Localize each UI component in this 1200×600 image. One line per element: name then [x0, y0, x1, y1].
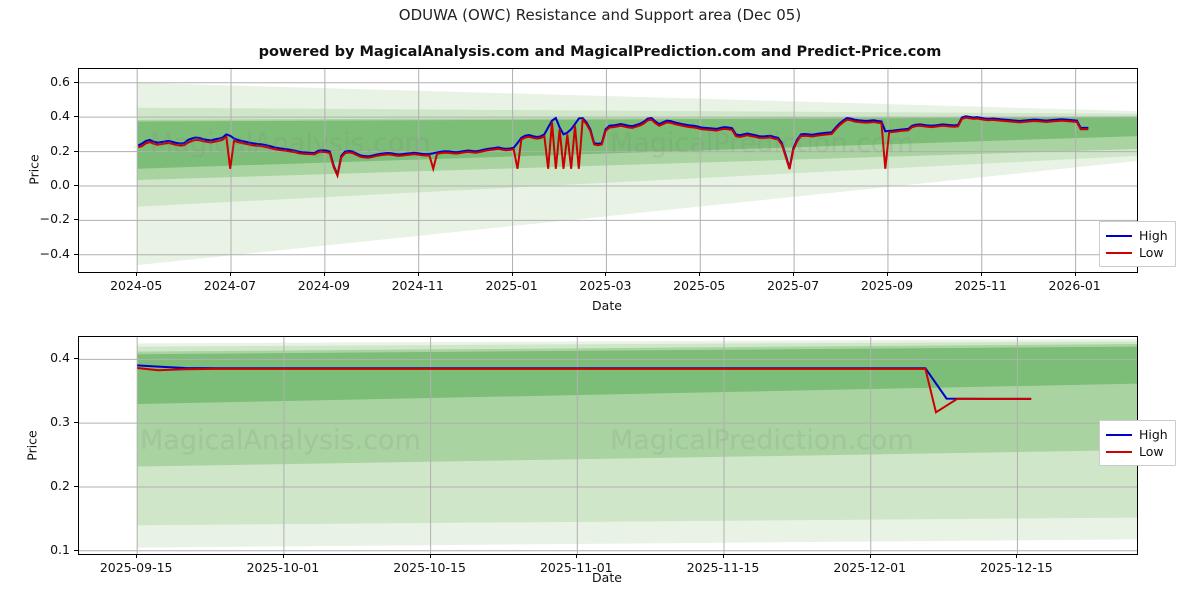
y-tick-mark — [74, 81, 78, 83]
y-tick-mark — [74, 150, 78, 152]
x-tick-mark — [886, 272, 888, 276]
legend-label-low: Low — [1139, 245, 1164, 260]
y-tick-label: −0.2 — [39, 211, 70, 227]
legend-entry-low: Low — [1106, 443, 1168, 460]
y-tick-mark — [74, 422, 78, 424]
page-subtitle: powered by MagicalAnalysis.com and Magic… — [258, 44, 942, 60]
y-tick-label: 0.6 — [50, 73, 70, 89]
y-tick-label: 0.4 — [50, 350, 70, 366]
y-tick-mark — [74, 485, 78, 487]
top-plot-area — [78, 68, 1138, 273]
page-title: ODUWA (OWC) Resistance and Support area … — [398, 6, 802, 24]
legend-label-low: Low — [1139, 444, 1164, 459]
legend-entry-low: Low — [1106, 244, 1168, 261]
x-tick-mark — [793, 272, 795, 276]
y-tick-mark — [74, 253, 78, 255]
x-tick-label: 2024-09 — [297, 278, 350, 293]
band-core — [137, 346, 1137, 405]
x-tick-mark — [1074, 272, 1076, 276]
x-tick-mark — [282, 554, 284, 558]
x-tick-label: 2025-10-01 — [246, 560, 320, 575]
series-line-low — [137, 366, 1032, 414]
y-tick-label: 0.3 — [50, 414, 70, 430]
legend-label-high: High — [1139, 228, 1168, 243]
y-tick-mark — [74, 116, 78, 118]
legend-label-high: High — [1139, 427, 1168, 442]
x-tick-label: 2025-01 — [485, 278, 538, 293]
bottom-chart-panel: Price Date 0.4 0.3 0.2 0.1 2025-09-15 2025-1… — [0, 320, 1200, 600]
bottom-plot-area — [78, 336, 1138, 555]
top-legend: High Low — [1099, 221, 1176, 267]
x-tick-mark — [429, 554, 431, 558]
x-tick-mark — [511, 272, 513, 276]
x-tick-mark — [323, 272, 325, 276]
x-tick-label: 2026-01 — [1048, 278, 1101, 293]
x-tick-label: 2025-03 — [579, 278, 632, 293]
legend-line-high — [1106, 433, 1132, 436]
legend-line-low — [1106, 251, 1132, 254]
x-tick-label: 2025-12-01 — [833, 560, 907, 575]
x-tick-mark — [417, 272, 419, 276]
y-tick-mark — [74, 549, 78, 551]
x-tick-mark — [699, 272, 701, 276]
x-tick-label: 2025-09 — [860, 278, 914, 293]
legend-entry-high: High — [1106, 227, 1168, 244]
legend-line-low — [1106, 450, 1132, 453]
legend-line-high — [1106, 234, 1132, 237]
y-tick-mark — [74, 184, 78, 186]
x-tick-label: 2025-10-15 — [393, 560, 466, 575]
y-tick-label: 0.2 — [50, 142, 70, 158]
top-chart-panel: Price Date 0.6 0.4 0.2 0.0 −0.2 −0.4 2024-05 2… — [26, 68, 1176, 313]
x-tick-label: 2025-07 — [766, 278, 820, 293]
x-tick-label: 2025-11-01 — [539, 560, 613, 575]
bottom-legend: High Low — [1099, 420, 1176, 466]
bot-plot-canvas — [79, 337, 1137, 554]
series-line-high — [137, 115, 1089, 179]
x-tick-mark — [136, 272, 138, 276]
top-y-axis-label: Price — [26, 154, 42, 185]
y-tick-label: 0.2 — [50, 477, 70, 493]
x-tick-label: 2025-11-15 — [686, 560, 760, 575]
y-tick-mark — [74, 358, 78, 360]
x-tick-label: 2024-07 — [203, 278, 257, 293]
x-tick-mark — [869, 554, 871, 558]
x-tick-mark — [723, 554, 725, 558]
top-plot-canvas — [79, 69, 1137, 272]
x-tick-mark — [980, 272, 982, 276]
x-tick-label: 2024-05 — [110, 278, 163, 293]
x-tick-label: 2024-11 — [391, 278, 444, 293]
y-tick-label: 0.4 — [50, 108, 70, 124]
bottom-x-axis-label: Date — [592, 570, 622, 585]
x-tick-mark — [605, 272, 607, 276]
x-tick-mark — [136, 554, 138, 558]
x-tick-mark — [230, 272, 232, 276]
top-x-axis-label: Date — [592, 298, 622, 313]
x-tick-label: 2025-11 — [954, 278, 1007, 293]
series-line-low — [137, 116, 1089, 179]
x-tick-label: 2025-12-15 — [980, 560, 1053, 575]
x-tick-mark — [1016, 554, 1018, 558]
legend-entry-high: High — [1106, 426, 1168, 443]
y-tick-label: −0.4 — [39, 245, 70, 261]
x-tick-label: 2025-09-15 — [99, 560, 173, 575]
x-tick-label: 2025-05 — [673, 278, 726, 293]
y-tick-label: 0.0 — [50, 176, 70, 192]
y-tick-label: 0.1 — [50, 541, 70, 557]
band-core — [137, 117, 1137, 169]
y-tick-mark — [74, 219, 78, 221]
x-tick-mark — [576, 554, 578, 558]
